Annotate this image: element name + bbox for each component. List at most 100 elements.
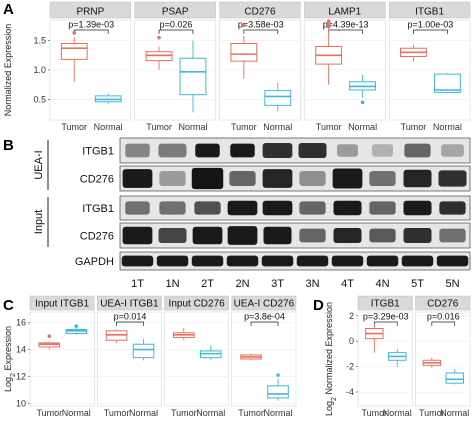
panel-c-x-tick-label: Tumor <box>171 408 197 418</box>
panel-a-tumor-box <box>60 43 88 60</box>
panel-a-facet: PRNP p=1.39e-03 Tumor Normal <box>49 1 132 132</box>
blot-band <box>438 170 467 187</box>
blot-lane-label: 3T <box>271 278 284 290</box>
blot-band <box>158 143 187 158</box>
blot-band <box>226 255 259 267</box>
panel-c-facet-strip <box>164 295 229 311</box>
panel-c-x-tick-label: Normal <box>196 408 225 418</box>
panel-a-tumor-box <box>145 51 173 62</box>
panel-d-normal-box <box>445 372 464 384</box>
panel-a-facet: CD276 p=3.58e-03 Tumor Normal <box>219 1 301 132</box>
panel-a-x-tick-label: Tumor <box>61 122 87 132</box>
blot-band <box>441 144 464 157</box>
panel-d-boxplots: Log2 Normalized Expression -4-202ITGB1p=3… <box>324 295 471 418</box>
blot-band <box>159 201 186 215</box>
panel-c-facet-strip-label: Input ITGB1 <box>35 299 89 310</box>
blot-band <box>125 143 150 158</box>
panel-a-boxplots: Normalized Expression 0.5 1.0 1.5 PRNP p=1.39… <box>3 1 471 132</box>
blot-row-label: CD276 <box>80 231 114 243</box>
panel-d-x-tick-label: Tumor <box>419 408 445 418</box>
panel-a-x-tick-label: Tumor <box>231 122 257 132</box>
blot-row-label: ITGB1 <box>82 146 114 158</box>
panel-a-x-tick-label: Normal <box>94 122 123 132</box>
panel-c-normal-outlier <box>276 373 280 377</box>
panel-c-x-tick-label: Tumor <box>238 408 264 418</box>
panel-a-facet-strip-label: LAMP1 <box>328 7 361 18</box>
panel-a-normal-box <box>264 90 292 106</box>
panel-c-facet-plot-area <box>164 311 229 407</box>
panel-d-pvalue-label: p=3.29e-03 <box>363 312 409 322</box>
blot-band <box>262 143 293 158</box>
blot-band <box>191 255 224 267</box>
blot-band <box>404 143 431 158</box>
panel-d-y-tick-label: 0 <box>349 336 354 346</box>
panel-a-normal-box <box>179 57 207 96</box>
panel-a-pvalue-label: p=3.58e-03 <box>238 20 284 30</box>
panel-label-d: D <box>313 297 324 314</box>
panel-d-facet-strip-label: CD276 <box>427 299 459 310</box>
blot-band <box>372 144 393 157</box>
panel-a-tumor-outlier <box>242 23 246 28</box>
panel-a-normal-outlier <box>360 100 365 105</box>
blot-side-label-uea: UEA-I <box>33 150 45 179</box>
panel-c-facet-strip-label: UEA-I CD276 <box>234 299 295 310</box>
panel-c-normal-outlier <box>74 324 79 328</box>
blot-lane-label: 2T <box>201 278 214 290</box>
panel-a-normal-box <box>433 73 461 93</box>
blot-band <box>296 255 329 267</box>
panel-a-x-tick-label: Normal <box>433 122 462 132</box>
panel-a-tumor-box <box>230 43 258 62</box>
blot-band <box>369 228 396 243</box>
blot-band <box>333 228 362 243</box>
panel-d-facet-strip-label: ITGB1 <box>371 299 400 310</box>
panel-c-y-axis-title-sub: 2 <box>10 373 17 377</box>
blot-band <box>403 200 432 216</box>
panel-a-x-tick-label: Tumor <box>146 122 172 132</box>
panel-c-facet-strip <box>97 295 162 311</box>
blot-band <box>369 171 396 186</box>
blot-lane-label: 4T <box>341 278 354 290</box>
blot-row-label: GAPDH <box>75 256 114 268</box>
panel-c-y-tick-label: 10 <box>16 398 26 408</box>
panel-d-y-axis-title-rest: Normalized Expression <box>324 302 334 397</box>
blot-lane-label: 3N <box>305 278 319 290</box>
panel-c-x-tick-label: Normal <box>264 408 293 418</box>
panel-d-pvalue-label: p=0.016 <box>427 312 460 322</box>
panel-a-facet: PSAP p=0.026 Tumor Normal <box>134 1 216 132</box>
blot-band <box>191 167 224 190</box>
blot-band <box>159 171 186 186</box>
blot-band <box>261 255 294 267</box>
panel-a-y-axis-title: Normalized Expression <box>3 24 13 117</box>
blot-lane-label: 4N <box>375 278 389 290</box>
panel-c-normal-box <box>132 343 155 359</box>
panel-label-b: B <box>3 137 14 154</box>
panel-c-facet-plot-area <box>97 311 162 407</box>
panel-a-facet-strip <box>219 1 301 19</box>
panel-d-y-axis-title: Log2 Normalized Expression <box>324 302 338 416</box>
blot-band <box>299 171 326 186</box>
panel-a-significance-bracket <box>158 29 194 34</box>
panel-a-x-tick-label: Normal <box>178 122 207 132</box>
panel-a-tumor-outlier <box>72 31 77 35</box>
panel-c-significance-bracket <box>250 321 279 326</box>
panel-a-significance-bracket <box>413 29 448 34</box>
blot-band <box>194 201 221 215</box>
blot-lane-label: 5N <box>445 278 459 290</box>
blot-band <box>263 226 292 245</box>
blot-band <box>262 169 293 188</box>
panel-c-facet: Input ITGB1 Tumor Normal <box>29 295 95 418</box>
blot-band <box>403 228 432 243</box>
panel-c-facet-strip <box>29 295 95 311</box>
blot-row-label: ITGB1 <box>82 203 114 215</box>
panel-c-facet: Input CD276 Tumor Normal <box>164 295 229 418</box>
panel-c-x-tick-label: Tumor <box>104 408 130 418</box>
panel-c-y-axis-title-log: Log <box>3 377 13 392</box>
panel-a-facet-strip <box>134 1 216 19</box>
panel-c-facet-strip-label: UEA-I ITGB1 <box>100 299 159 310</box>
panel-c-tumor-outlier <box>47 334 52 338</box>
blot-band <box>121 255 154 267</box>
